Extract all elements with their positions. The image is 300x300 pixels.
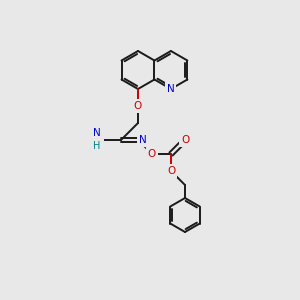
Text: O: O bbox=[148, 149, 156, 159]
Text: O: O bbox=[167, 166, 175, 176]
Text: N: N bbox=[167, 84, 175, 94]
Text: N: N bbox=[93, 128, 101, 138]
Text: N: N bbox=[139, 135, 147, 145]
Text: O: O bbox=[181, 135, 189, 145]
Text: H: H bbox=[95, 135, 103, 145]
Text: O: O bbox=[134, 101, 142, 111]
Text: H: H bbox=[93, 141, 101, 151]
